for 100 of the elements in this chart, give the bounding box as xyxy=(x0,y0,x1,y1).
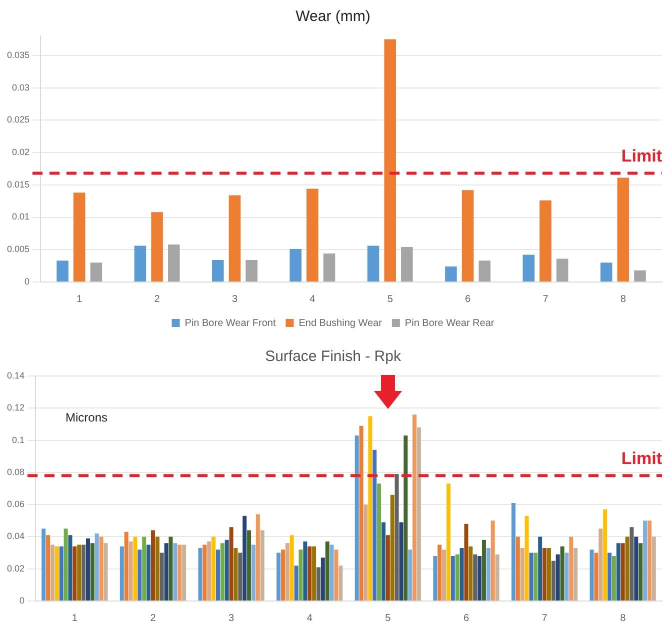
bar xyxy=(450,556,455,600)
bar xyxy=(367,246,380,282)
bar xyxy=(90,262,102,282)
bar xyxy=(634,270,646,282)
bar xyxy=(238,552,242,600)
bar xyxy=(316,567,320,600)
bar xyxy=(54,546,59,600)
y-tick-label: 0.035 xyxy=(6,50,30,60)
bar xyxy=(556,258,568,282)
bar xyxy=(446,484,450,600)
bar xyxy=(334,550,338,600)
bar xyxy=(560,546,564,600)
bar xyxy=(538,536,542,600)
legend-label: Pin Bore Wear Front xyxy=(184,318,276,329)
bar xyxy=(220,543,224,600)
bar xyxy=(260,530,264,600)
bar xyxy=(511,502,516,600)
bar xyxy=(160,552,164,600)
bar xyxy=(617,178,630,282)
bar xyxy=(442,550,446,600)
x-tick-label: 1 xyxy=(76,294,83,305)
y-tick-label: 0.12 xyxy=(6,402,25,413)
bar xyxy=(401,247,413,282)
bar xyxy=(290,535,294,600)
annotation: Microns xyxy=(66,410,108,424)
bar xyxy=(520,548,524,600)
bar xyxy=(150,530,155,600)
x-tick-label: 3 xyxy=(228,612,235,624)
bar xyxy=(630,527,634,600)
bar xyxy=(433,556,438,600)
bar xyxy=(416,427,421,600)
bar xyxy=(50,544,54,600)
bar xyxy=(202,544,207,600)
y-tick-label: 0.08 xyxy=(6,466,25,477)
bar xyxy=(534,552,538,600)
bar xyxy=(303,542,308,600)
bar xyxy=(625,536,630,600)
y-tick-label: 0.1 xyxy=(12,434,25,445)
bar xyxy=(490,520,495,600)
bar xyxy=(247,530,252,600)
bar xyxy=(486,548,490,600)
ref-line-label: Limit xyxy=(621,448,662,468)
ref-line-label: Limit xyxy=(621,146,662,166)
bar xyxy=(556,554,560,600)
bar xyxy=(377,484,382,600)
y-tick-label: 0.02 xyxy=(12,147,30,158)
bar xyxy=(134,246,146,282)
x-tick-label: 4 xyxy=(306,612,313,624)
bar xyxy=(72,546,77,600)
bar xyxy=(99,536,104,600)
bar xyxy=(478,260,491,282)
y-tick-label: 0.03 xyxy=(12,82,30,92)
bar xyxy=(598,528,603,600)
bar xyxy=(460,548,464,600)
legend-label: End Bushing Wear xyxy=(298,318,383,329)
bar xyxy=(354,435,359,600)
bar xyxy=(86,538,90,600)
bar xyxy=(298,550,303,600)
y-tick-label: 0.01 xyxy=(12,212,30,222)
bar xyxy=(142,536,146,600)
bar xyxy=(540,200,552,282)
bar xyxy=(207,542,212,600)
bar xyxy=(394,474,399,600)
bar xyxy=(408,550,412,600)
bar xyxy=(384,39,396,282)
bar xyxy=(364,504,368,600)
bar xyxy=(325,542,330,600)
bar xyxy=(529,552,534,600)
bar xyxy=(464,524,468,600)
bar xyxy=(574,548,578,600)
bar xyxy=(522,254,535,282)
x-tick-label: 2 xyxy=(154,294,160,305)
bar xyxy=(212,260,224,282)
bar xyxy=(445,266,457,282)
x-tick-label: 7 xyxy=(542,294,549,305)
bar xyxy=(381,522,386,600)
bar xyxy=(94,534,99,600)
bar xyxy=(294,566,298,600)
x-tick-label: 6 xyxy=(465,294,472,305)
bar xyxy=(77,544,82,600)
bar xyxy=(404,435,408,600)
y-tick-label: 0.14 xyxy=(6,370,25,380)
x-tick-label: 6 xyxy=(463,612,470,624)
bar xyxy=(368,416,372,600)
bar xyxy=(603,509,608,600)
bar xyxy=(551,560,556,600)
bar xyxy=(359,426,364,600)
bar xyxy=(634,536,638,600)
legend-label: Pin Bore Wear Rear xyxy=(404,318,495,329)
bar xyxy=(652,536,656,600)
y-tick-label: 0 xyxy=(20,595,25,606)
bar xyxy=(612,556,616,600)
bar xyxy=(68,535,72,600)
bar xyxy=(256,514,260,600)
bar xyxy=(308,546,312,600)
bar xyxy=(251,544,256,600)
chart-title: Wear (mm) xyxy=(296,8,370,26)
bar xyxy=(468,546,473,600)
bar xyxy=(128,542,133,600)
bar xyxy=(600,262,612,282)
